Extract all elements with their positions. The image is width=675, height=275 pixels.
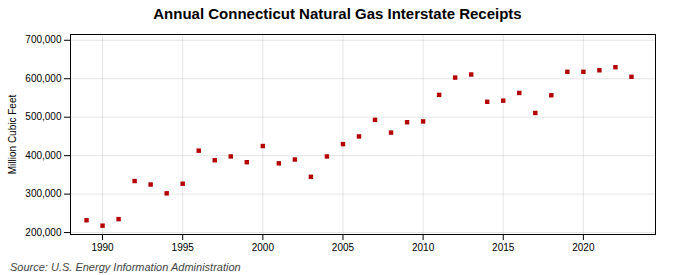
svg-text:1990: 1990 <box>91 242 114 253</box>
html-text:Annual Connecticut Natural Gas: Annual Connecticut Natural Gas Interstat… <box>153 5 522 22</box>
svg-text:300,000: 300,000 <box>25 188 62 199</box>
svg-text:2005: 2005 <box>332 242 355 253</box>
svg-text:600,000: 600,000 <box>25 73 62 84</box>
svg-text:2010: 2010 <box>412 242 435 253</box>
svg-text:400,000: 400,000 <box>25 150 62 161</box>
svg-text:1995: 1995 <box>172 242 195 253</box>
svg-text:2020: 2020 <box>572 242 595 253</box>
svg-text:2000: 2000 <box>252 242 275 253</box>
svg-text:Million Cubic Feet: Million Cubic Feet <box>7 95 18 175</box>
svg-text:2015: 2015 <box>492 242 515 253</box>
html-text:Source: U.S. Energy Informatio: Source: U.S. Energy Information Administ… <box>10 261 241 273</box>
svg-text:700,000: 700,000 <box>25 34 62 45</box>
svg-text:500,000: 500,000 <box>25 111 62 122</box>
svg-text:200,000: 200,000 <box>25 227 62 238</box>
